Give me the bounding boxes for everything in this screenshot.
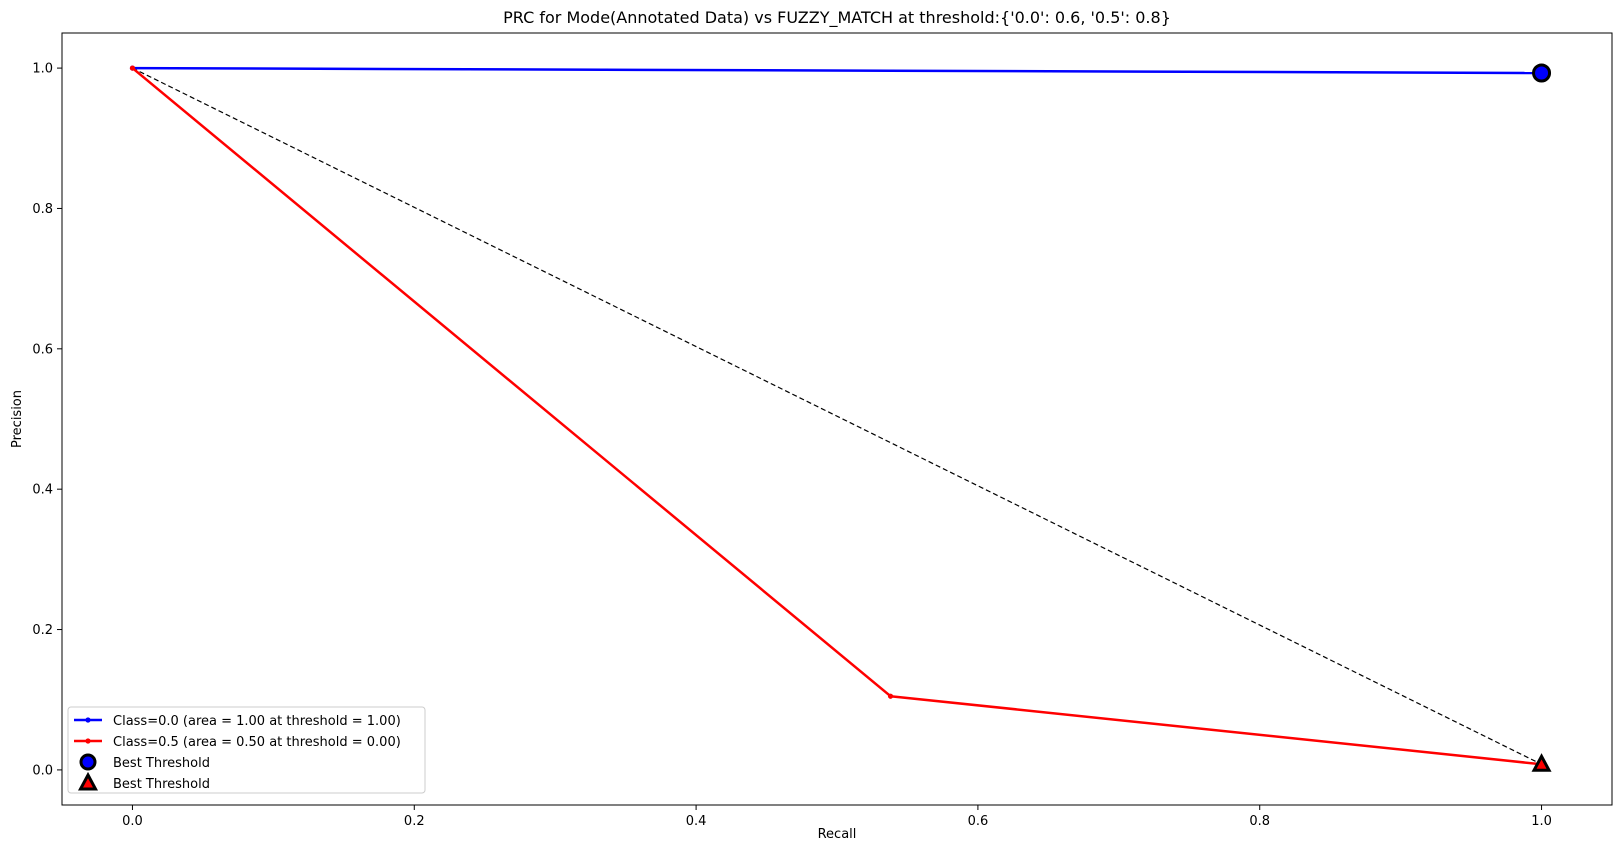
plot-frame [61,32,1613,806]
legend-label-series-1: Class=0.5 (area = 0.50 at threshold = 0.… [113,735,401,750]
legend-marker-1 [77,771,99,791]
x-tick-label-3: 0.6 [968,814,989,829]
legend-label-marker-1: Best Threshold [113,777,210,792]
legend-label-series-0: Class=0.0 (area = 1.00 at threshold = 1.… [113,714,401,729]
axes: 0.0 0.2 0.4 0.6 0.8 1.0 0.0 0.2 0.4 0.6 0.8 1.0 [32,32,1613,829]
chart-title: PRC for Mode(Annotated Data) vs FUZZY_MA… [503,8,1171,28]
best-threshold-marker-1 [1531,753,1552,772]
y-tick-label-0: 0.0 [32,763,53,778]
y-tick-label-1: 0.2 [32,623,53,638]
y-tick-label-5: 1.0 [32,62,53,77]
legend-box [67,706,426,794]
series-point-1-0 [129,65,136,71]
legend-label-marker-0: Best Threshold [113,756,210,771]
y-tick-label-4: 0.8 [32,202,53,217]
x-tick-label-5: 1.0 [1531,814,1552,829]
series-point-1-1 [887,693,894,699]
x-tick-label-0: 0.0 [122,814,143,829]
legend-point-0 [85,717,91,723]
x-tick-label-1: 0.2 [404,814,425,829]
reference-diagonal-line [132,67,1542,765]
y-tick-label-2: 0.4 [32,483,53,498]
y-axis-label: Precision [10,390,25,448]
y-tick-label-3: 0.6 [32,342,53,357]
legend: Class=0.0 (area = 1.00 at threshold = 1.… [67,706,426,794]
plot-area [129,63,1552,772]
legend-point-1 [85,738,91,744]
x-axis-label: Recall [818,827,857,842]
x-tick-label-4: 0.8 [1249,814,1270,829]
legend-marker-0 [79,753,97,771]
x-tick-label-2: 0.4 [686,814,707,829]
series-line-0 [132,66,1542,75]
best-threshold-marker-0 [1532,63,1552,83]
